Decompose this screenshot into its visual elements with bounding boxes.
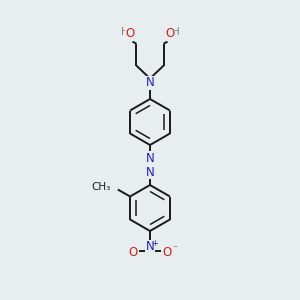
Text: O: O [128, 245, 138, 259]
Text: O: O [162, 245, 172, 259]
Text: N: N [146, 241, 154, 254]
Text: H: H [121, 27, 128, 37]
Text: H: H [172, 27, 179, 37]
Text: N: N [146, 166, 154, 178]
Text: O: O [165, 27, 174, 40]
Text: N: N [146, 76, 154, 89]
Text: O: O [126, 27, 135, 40]
Text: ⁻: ⁻ [172, 244, 178, 254]
Text: CH₃: CH₃ [92, 182, 111, 191]
Text: N: N [146, 152, 154, 164]
Text: +: + [152, 238, 158, 247]
